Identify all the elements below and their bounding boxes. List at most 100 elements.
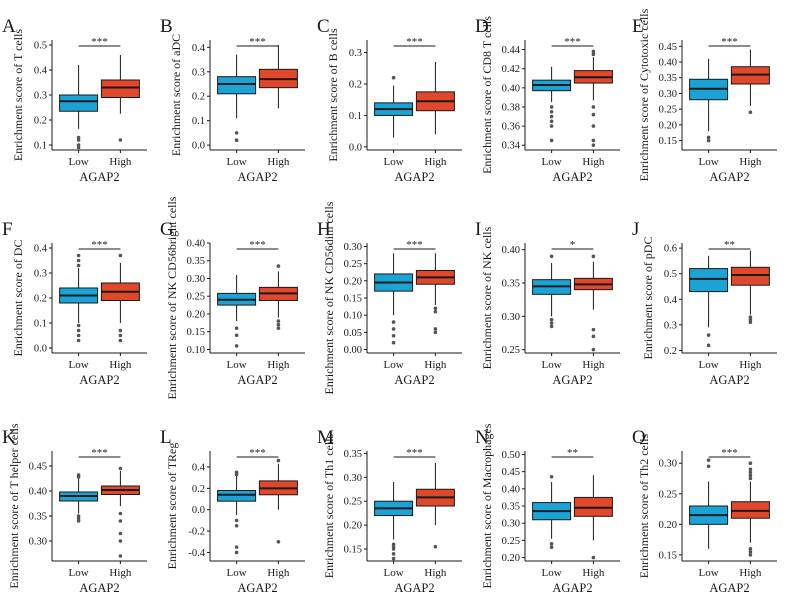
- y-tick-label: 0.3: [34, 269, 47, 280]
- y-axis-title: Enrichment score of Macrophages: [480, 423, 494, 588]
- y-tick-label: 0.1: [34, 319, 47, 330]
- y-axis-title: Enrichment score of T cells: [11, 29, 25, 162]
- outlier-point: [549, 114, 554, 119]
- outlier-point: [549, 119, 554, 124]
- y-tick-label: 0.15: [659, 136, 677, 147]
- panel-letter: B: [160, 16, 173, 37]
- outlier-point: [76, 519, 81, 523]
- x-tick-label: Low: [384, 567, 404, 579]
- y-tick-label: 0.0: [192, 505, 205, 516]
- outlier-point: [118, 138, 123, 142]
- y-tick-label: 0.4: [192, 463, 206, 474]
- y-tick-label: 0.25: [659, 105, 677, 116]
- y-tick-label: -0.4: [188, 548, 205, 559]
- y-tick-label: 0.2: [192, 92, 205, 103]
- y-tick-label: 0.20: [344, 521, 362, 532]
- outlier-point: [591, 347, 596, 352]
- outlier-point: [549, 321, 554, 325]
- outlier-point: [76, 258, 81, 263]
- y-axis-title: Enrichment score of TReg: [165, 443, 179, 570]
- y-tick-label: 0.20: [659, 120, 677, 131]
- outlier-point: [748, 550, 753, 554]
- y-tick-label: 0.25: [344, 259, 362, 270]
- y-tick-label: 0.30: [659, 459, 677, 470]
- significance-label: *: [570, 239, 576, 251]
- outlier-point: [118, 338, 123, 343]
- outlier-point: [76, 475, 81, 479]
- y-tick-label: 0.2: [34, 116, 47, 127]
- box-high: [258, 44, 298, 109]
- outlier-point: [76, 135, 81, 140]
- y-tick-label: 0.3: [349, 48, 362, 59]
- outlier-point: [391, 320, 396, 324]
- y-tick-label: 0.35: [502, 279, 520, 290]
- significance-label: ***: [721, 36, 738, 48]
- outlier-point: [706, 138, 711, 143]
- x-axis-title: AGAP2: [709, 373, 749, 387]
- box-high: [258, 264, 298, 330]
- box-high: [573, 254, 613, 352]
- y-tick-label: 0.25: [502, 536, 520, 547]
- box-iqr: [217, 76, 257, 95]
- outlier-point: [391, 552, 396, 556]
- outlier-point: [549, 324, 554, 329]
- y-tick-label: 0.30: [502, 312, 520, 323]
- outlier-point: [76, 323, 81, 328]
- y-tick-label: 0.25: [187, 292, 205, 303]
- panel-letter: N: [475, 427, 489, 448]
- box-low: [532, 66, 572, 143]
- x-tick-label: High: [582, 567, 605, 579]
- y-axis-title: Enrichment score of B cells: [326, 28, 340, 162]
- x-tick-label: High: [109, 567, 132, 579]
- significance-label: **: [724, 239, 735, 251]
- panel-letter: G: [160, 219, 174, 240]
- outlier-point: [234, 472, 239, 477]
- outlier-point: [549, 542, 554, 546]
- x-axis-title: AGAP2: [394, 373, 434, 387]
- panel-letter: I: [475, 219, 481, 240]
- outlier-point: [391, 556, 396, 561]
- y-tick-label: 0.15: [659, 550, 677, 561]
- outlier-point: [433, 327, 438, 331]
- y-tick-label: 0.35: [659, 73, 677, 84]
- y-tick-label: 0.0: [349, 142, 362, 153]
- x-axis-title: AGAP2: [394, 581, 434, 595]
- y-axis-title: Enrichment score of pDC: [641, 237, 655, 360]
- outlier-point: [76, 143, 81, 147]
- outlier-point: [76, 338, 81, 343]
- significance-label: ***: [406, 36, 423, 48]
- y-axis-title: Enrichment score of CD8 T cells: [480, 16, 494, 174]
- x-tick-label: Low: [69, 359, 89, 371]
- outlier-point: [748, 110, 753, 115]
- y-tick-label: 0.00: [344, 345, 362, 356]
- box-low: [217, 54, 257, 143]
- y-tick-label: 0.30: [187, 274, 205, 285]
- y-tick-label: 0.4: [192, 43, 206, 54]
- outlier-point: [748, 315, 753, 319]
- y-tick-label: 0.40: [502, 484, 520, 495]
- y-tick-label: 0.20: [502, 553, 520, 564]
- significance-label: ***: [721, 447, 738, 459]
- x-tick-label: High: [424, 156, 447, 168]
- y-tick-label: 0.30: [502, 519, 520, 530]
- panel-b: B 0.0 0.1 0.2 0.3 0.4 Enrichment score of aDC L…: [160, 16, 305, 184]
- box-iqr: [59, 94, 99, 112]
- panel-g: G 0.10 0.15 0.20 0.25 0.30 0.35 0.40 Enrichment …: [160, 196, 305, 399]
- outlier-point: [748, 320, 753, 325]
- outlier-point: [748, 470, 753, 475]
- y-tick-label: 0.1: [349, 111, 362, 122]
- panel-letter: O: [632, 427, 646, 448]
- box-high: [730, 461, 770, 557]
- outlier-point: [76, 138, 81, 142]
- outlier-point: [591, 555, 596, 560]
- box-low: [374, 75, 414, 138]
- x-axis-title: AGAP2: [237, 170, 277, 184]
- y-tick-label: 0.34: [502, 141, 521, 152]
- panel-letter: L: [160, 427, 172, 448]
- x-axis-title: AGAP2: [552, 170, 592, 184]
- panel-letter: K: [2, 427, 16, 448]
- outlier-point: [748, 476, 753, 481]
- y-tick-label: 0.4: [34, 244, 48, 255]
- y-tick-label: 0.30: [659, 89, 677, 100]
- x-tick-label: High: [582, 156, 605, 168]
